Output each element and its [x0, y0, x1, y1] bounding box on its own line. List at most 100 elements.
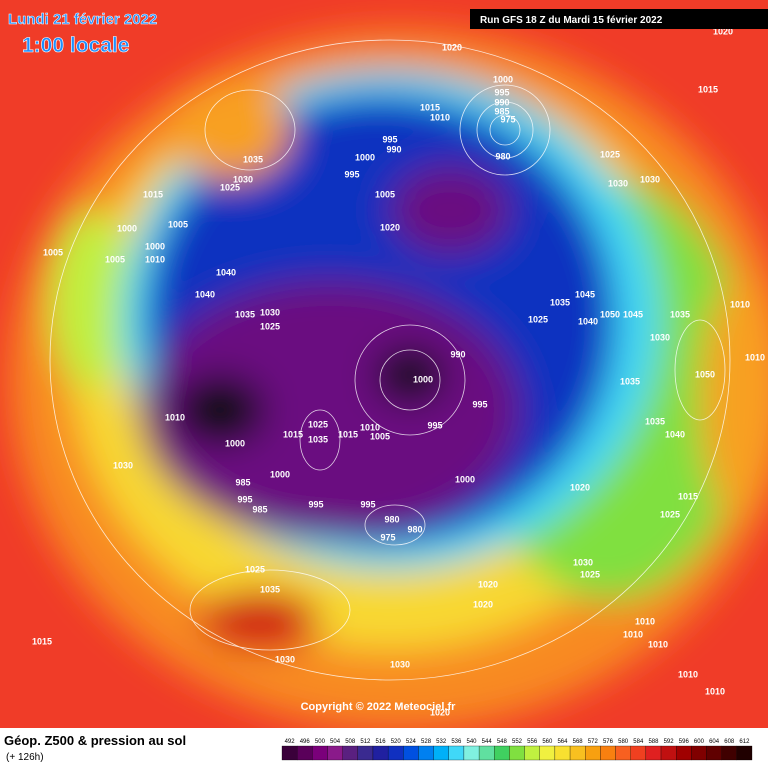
colorbar-swatch — [721, 745, 737, 761]
colorbar-swatch — [357, 745, 374, 761]
isobar-label: 1005 — [43, 247, 63, 257]
colorbar-label: 492 — [285, 739, 296, 745]
isobar-label: 1040 — [665, 429, 685, 439]
colorbar-swatch — [463, 745, 480, 761]
colorbar-swatch — [478, 745, 495, 761]
colorbar-label: 504 — [330, 739, 341, 745]
colorbar-label: 512 — [360, 739, 371, 745]
colorbar-swatch — [691, 745, 707, 761]
colorbar-label: 528 — [421, 739, 432, 745]
isobar-label: 1035 — [308, 434, 328, 444]
isobar-label: 1020 — [570, 482, 590, 492]
isobar-label: 1025 — [528, 314, 548, 324]
isobar-label: 1050 — [695, 369, 715, 379]
isobar-label: 980 — [407, 524, 422, 534]
isobar-label: 980 — [384, 514, 399, 524]
colorbar-label: 544 — [482, 739, 493, 745]
isobar-label: 1025 — [220, 182, 240, 192]
colorbar-swatch — [281, 745, 298, 761]
colorbar-label: 600 — [694, 739, 705, 745]
isobar-label: 1030 — [608, 178, 628, 188]
colorbar-label: 516 — [376, 739, 387, 745]
colorbar-label: 572 — [588, 739, 599, 745]
colorbar-swatch — [327, 745, 343, 761]
isobar-label: 1050 — [600, 309, 620, 319]
colorbar-swatch — [676, 745, 692, 761]
isobar-label: 1015 — [338, 429, 358, 439]
isobar-label: 985 — [494, 106, 509, 116]
isobar-label: 1015 — [283, 429, 303, 439]
colorbar-label: 496 — [300, 739, 311, 745]
colorbar-swatch — [403, 745, 419, 761]
colorbar-swatch — [297, 745, 313, 761]
isobar-label: 1015 — [420, 102, 440, 112]
isobar-label: 1010 — [635, 616, 655, 626]
isobar-label: 1010 — [678, 669, 698, 679]
isobar-label: 1025 — [260, 321, 280, 331]
isobar-label: 1020 — [380, 222, 400, 232]
colorbar-swatch — [585, 745, 601, 761]
isobar-label: 1000 — [225, 438, 245, 448]
forecast-date: Lundi 21 février 2022 — [8, 11, 157, 28]
isobar-label: 1000 — [413, 374, 433, 384]
isobar-label: 1025 — [308, 419, 328, 429]
colorbar-label: 584 — [633, 739, 644, 745]
isobar-label: 1030 — [650, 332, 670, 342]
isobar-label: 1035 — [243, 154, 263, 164]
isobar-label: 975 — [500, 114, 515, 124]
colorbar-swatch — [509, 745, 525, 761]
colorbar-label: 588 — [648, 739, 659, 745]
isobar-label: 1025 — [580, 569, 600, 579]
isobar-label: 1010 — [648, 639, 668, 649]
isobar-label: 1015 — [32, 636, 52, 646]
isobar-label: 995 — [344, 169, 359, 179]
isobar-label: 995 — [427, 420, 442, 430]
colorbar-label: 552 — [512, 739, 523, 745]
isobar-label: 975 — [380, 532, 395, 542]
colorbar-label: 540 — [467, 739, 478, 745]
isobar-label: 1030 — [390, 659, 410, 669]
colorbar-swatch — [600, 745, 616, 761]
forecast-time: 1:00 locale — [22, 34, 129, 57]
colorbar-swatch — [706, 745, 722, 761]
colorbar-swatch — [736, 745, 753, 761]
isobar-label: 1005 — [370, 431, 390, 441]
colorbar-swatch — [615, 745, 631, 761]
isobar-label: 1040 — [195, 289, 215, 299]
isobar-label: 1025 — [245, 564, 265, 574]
colorbar-swatch — [433, 745, 449, 761]
isobar-label: 1030 — [573, 557, 593, 567]
colorbar-label: 532 — [436, 739, 447, 745]
colorbar-swatch — [630, 745, 647, 761]
isobar-label: 1020 — [473, 599, 493, 609]
run-box — [470, 9, 768, 29]
colorbar-label: 592 — [664, 739, 675, 745]
isobar-label: 990 — [494, 97, 509, 107]
colorbar-label: 500 — [315, 739, 326, 745]
isobar-label: 995 — [237, 494, 252, 504]
colorbar-swatch — [645, 745, 662, 761]
isobar-label: 985 — [252, 504, 267, 514]
run-info: Run GFS 18 Z du Mardi 15 février 2022 — [480, 15, 663, 26]
isobar-label: 1000 — [493, 74, 513, 84]
isobar-label: 1035 — [260, 584, 280, 594]
isobar-label: 1010 — [623, 629, 643, 639]
colorbar-swatch — [372, 745, 389, 761]
footer-title: Géop. Z500 & pression au sol — [4, 733, 186, 748]
colorbar-swatch — [387, 745, 404, 761]
colorbar-label: 580 — [618, 739, 629, 745]
isobars — [49, 39, 731, 681]
isobar-label: 1035 — [550, 297, 570, 307]
isobar-label: 1030 — [640, 174, 660, 184]
isobar-label: 995 — [360, 499, 375, 509]
isobar-label: 1010 — [730, 299, 750, 309]
isobar-label: 1000 — [145, 241, 165, 251]
colorbar-swatch — [524, 745, 540, 761]
isobar-label: 1000 — [270, 469, 290, 479]
colorbar-swatch — [494, 745, 510, 761]
isobar-label: 1015 — [698, 84, 718, 94]
isobar-label: 1010 — [145, 254, 165, 264]
isobar-label: 1045 — [575, 289, 595, 299]
isobar-label: 1020 — [442, 42, 462, 52]
